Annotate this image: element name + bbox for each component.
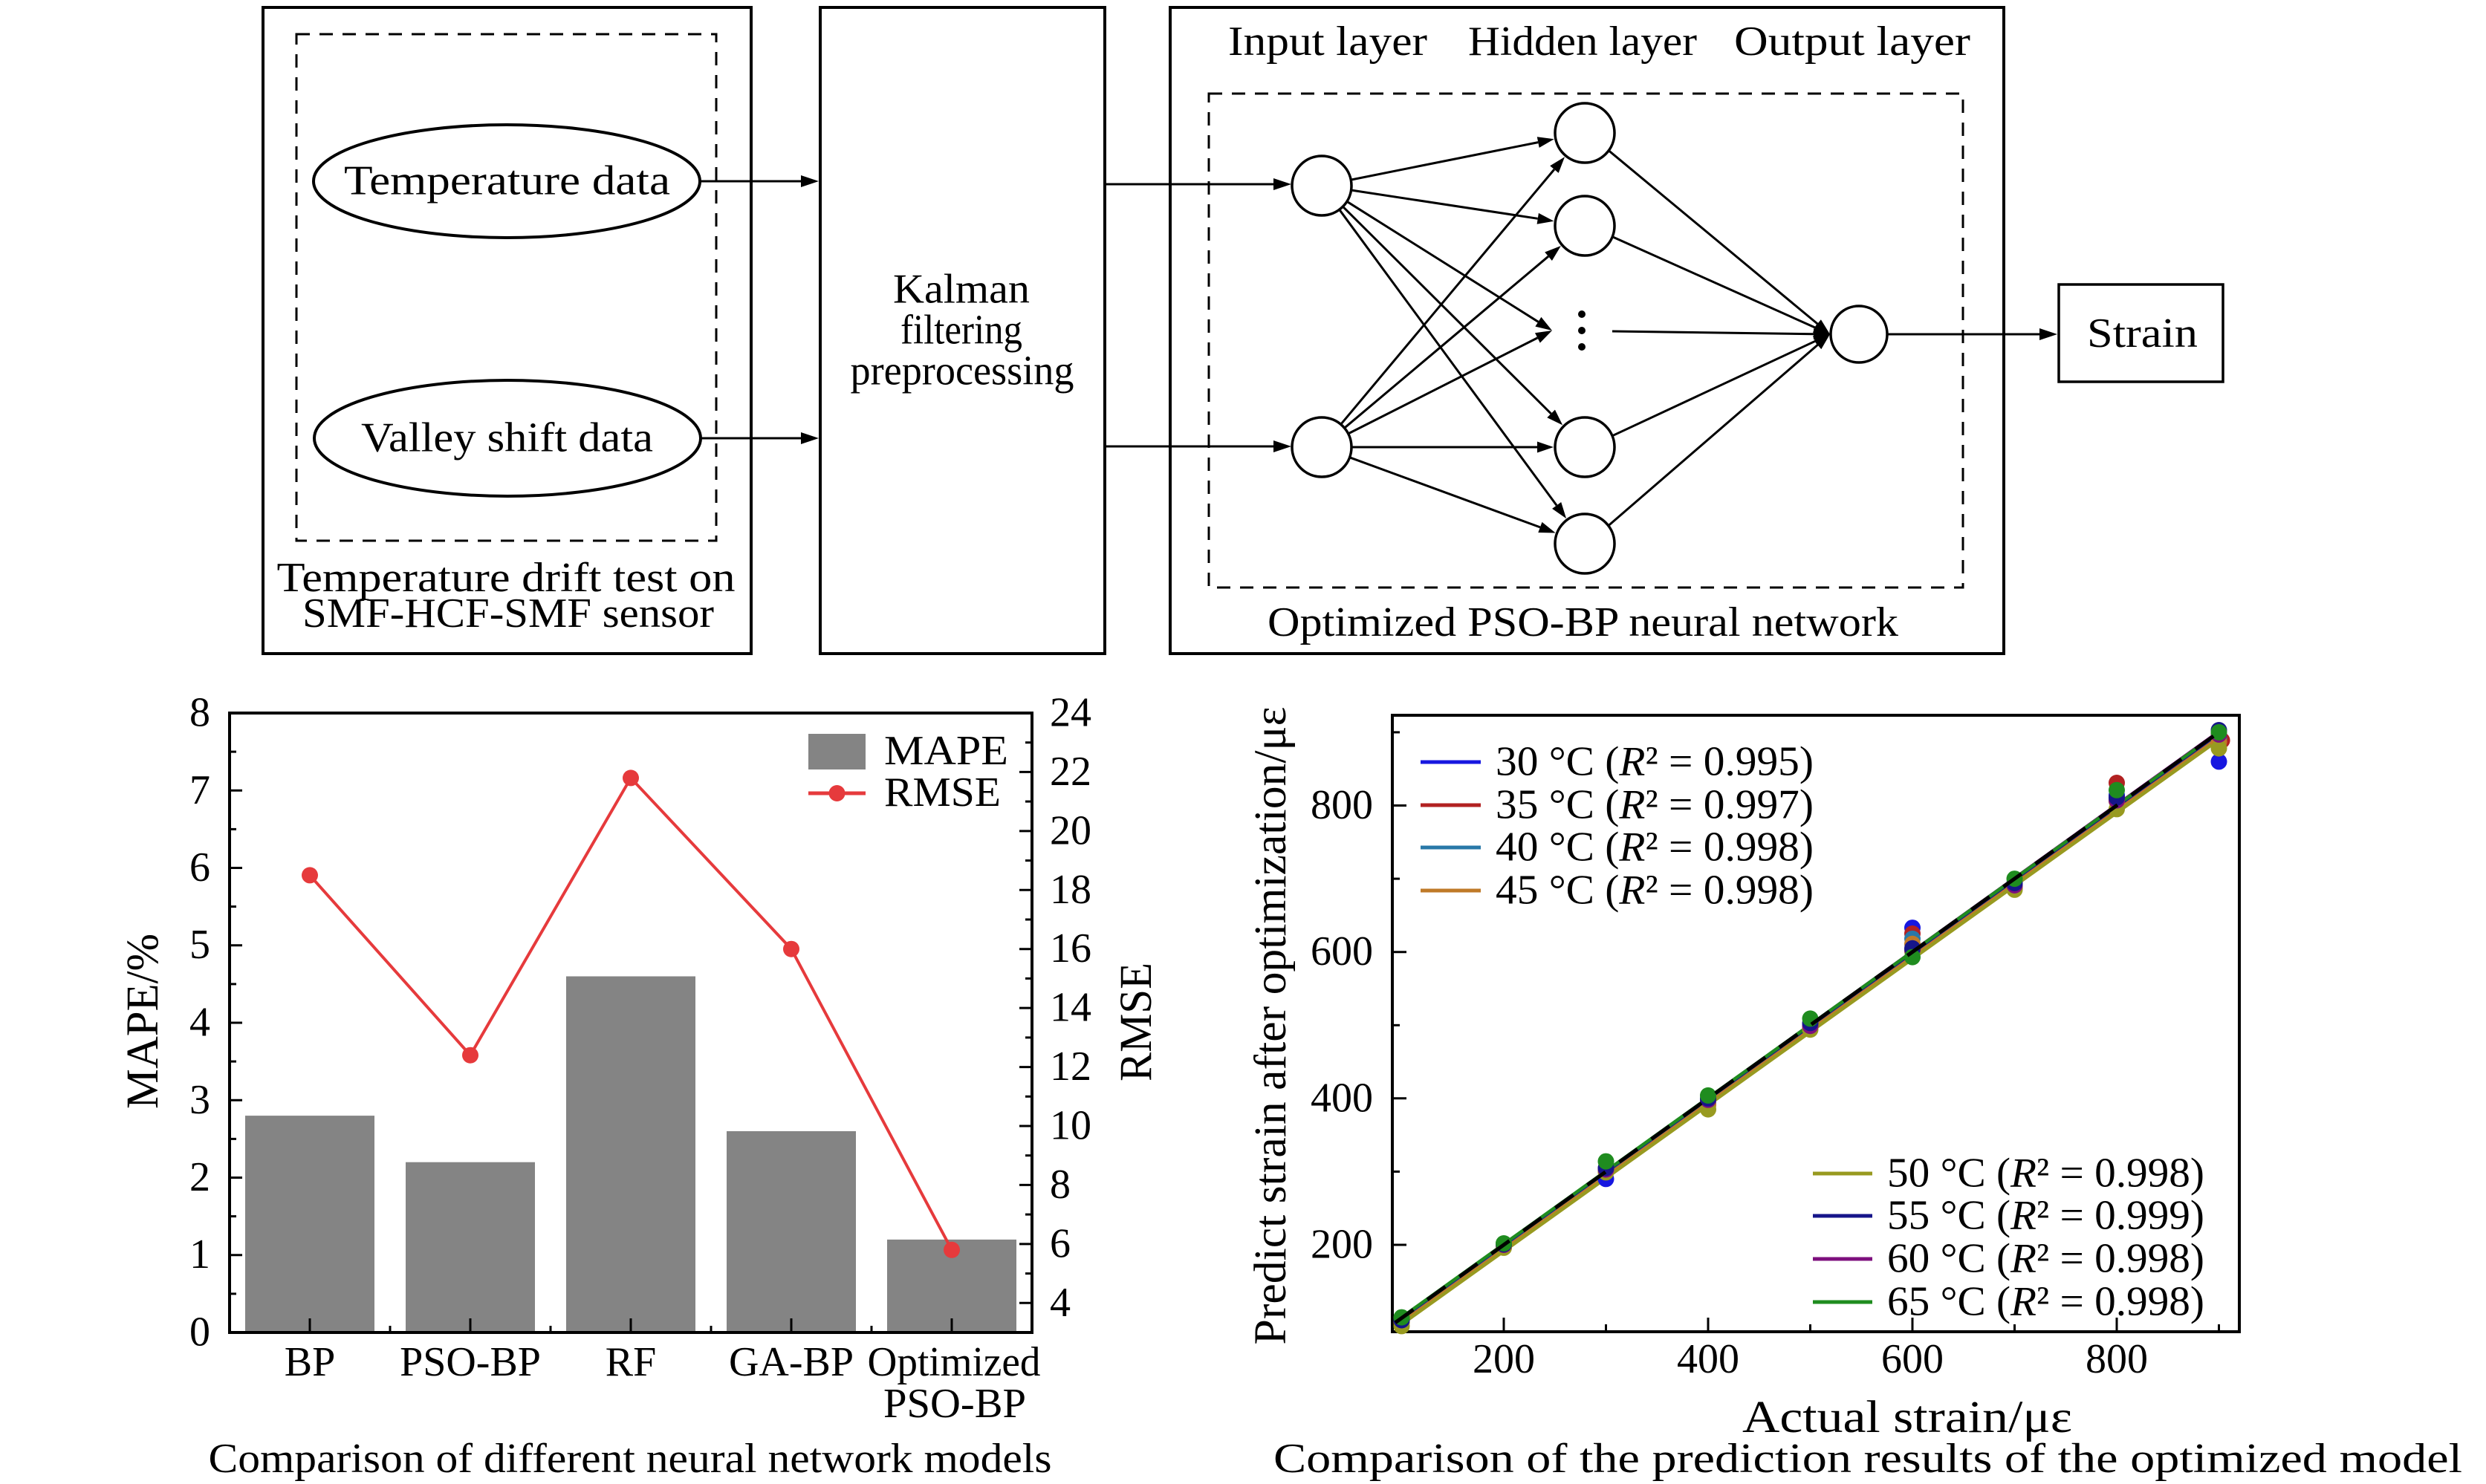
svg-text:400: 400 xyxy=(1677,1336,1739,1382)
svg-text:SMF-HCF-SMF sensor: SMF-HCF-SMF sensor xyxy=(302,590,714,637)
svg-text:600: 600 xyxy=(1881,1336,1944,1382)
svg-text:8: 8 xyxy=(1050,1162,1071,1208)
svg-text:Hidden layer: Hidden layer xyxy=(1468,19,1697,65)
svg-text:40 °C (R² = 0.998): 40 °C (R² = 0.998) xyxy=(1496,824,1814,870)
svg-text:Input layer: Input layer xyxy=(1228,19,1427,65)
svg-text:400: 400 xyxy=(1311,1075,1373,1121)
svg-text:Actual strain/με: Actual strain/με xyxy=(1742,1393,2072,1442)
svg-text:Temperature data: Temperature data xyxy=(344,158,670,204)
svg-text:10: 10 xyxy=(1050,1103,1091,1149)
svg-text:800: 800 xyxy=(2086,1336,2148,1382)
svg-text:800: 800 xyxy=(1311,782,1373,828)
svg-text:5: 5 xyxy=(189,922,210,968)
svg-text:45 °C (R² = 0.998): 45 °C (R² = 0.998) xyxy=(1496,868,1814,914)
svg-text:65 °C (R² = 0.998): 65 °C (R² = 0.998) xyxy=(1887,1279,2204,1325)
svg-text:14: 14 xyxy=(1050,985,1091,1031)
svg-text:PSO-BP: PSO-BP xyxy=(883,1381,1026,1427)
svg-text:filtering: filtering xyxy=(900,307,1022,354)
svg-text:Kalman: Kalman xyxy=(893,267,1030,313)
svg-text:35 °C (R² = 0.997): 35 °C (R² = 0.997) xyxy=(1496,782,1814,828)
svg-text:1: 1 xyxy=(189,1231,210,1278)
svg-text:MAPE/%: MAPE/% xyxy=(118,934,168,1109)
svg-text:Temperature drift test on: Temperature drift test on xyxy=(277,555,736,601)
svg-text:18: 18 xyxy=(1050,867,1091,913)
svg-text:22: 22 xyxy=(1050,749,1091,795)
svg-text:200: 200 xyxy=(1473,1336,1535,1382)
svg-text:PSO-BP: PSO-BP xyxy=(400,1339,541,1385)
svg-text:BP: BP xyxy=(285,1339,336,1385)
svg-text:Comparison of the prediction r: Comparison of the prediction results of … xyxy=(1273,1436,2462,1482)
svg-text:preprocessing: preprocessing xyxy=(851,348,1074,394)
svg-text:30 °C (R² = 0.995): 30 °C (R² = 0.995) xyxy=(1496,739,1814,785)
svg-text:4: 4 xyxy=(189,1000,210,1046)
svg-text:6: 6 xyxy=(189,844,210,891)
svg-text:Strain: Strain xyxy=(2087,310,2198,357)
svg-text:24: 24 xyxy=(1050,690,1091,736)
svg-text:12: 12 xyxy=(1050,1044,1091,1090)
svg-text:6: 6 xyxy=(1050,1220,1071,1266)
svg-text:GA-BP: GA-BP xyxy=(729,1339,854,1385)
svg-text:7: 7 xyxy=(189,767,210,813)
svg-text:Optimized: Optimized xyxy=(868,1339,1041,1385)
svg-text:RMSE: RMSE xyxy=(1111,963,1161,1081)
svg-text:MAPE: MAPE xyxy=(884,728,1008,774)
svg-text:16: 16 xyxy=(1050,925,1091,972)
svg-text:8: 8 xyxy=(189,690,210,736)
svg-text:RF: RF xyxy=(606,1339,657,1385)
svg-text:2: 2 xyxy=(189,1154,210,1200)
svg-text:60 °C (R² = 0.998): 60 °C (R² = 0.998) xyxy=(1887,1236,2204,1282)
svg-text:200: 200 xyxy=(1311,1222,1373,1268)
svg-text:Output layer: Output layer xyxy=(1734,19,1970,65)
svg-text:0: 0 xyxy=(189,1309,210,1356)
svg-text:Predict strain after optimizat: Predict strain after optimization/με xyxy=(1246,707,1296,1345)
svg-text:4: 4 xyxy=(1050,1280,1071,1326)
svg-text:55 °C (R² = 0.999): 55 °C (R² = 0.999) xyxy=(1887,1193,2204,1239)
svg-text:Comparison of different neural: Comparison of different neural network m… xyxy=(209,1436,1052,1482)
svg-text:50 °C (R² = 0.998): 50 °C (R² = 0.998) xyxy=(1887,1151,2204,1197)
svg-text:3: 3 xyxy=(189,1077,210,1123)
svg-text:600: 600 xyxy=(1311,928,1373,974)
svg-text:Valley shift data: Valley shift data xyxy=(361,415,653,461)
svg-text:20: 20 xyxy=(1050,807,1091,853)
svg-text:Optimized PSO-BP neural networ: Optimized PSO-BP neural network xyxy=(1268,599,1898,645)
svg-text:RMSE: RMSE xyxy=(884,769,1001,816)
